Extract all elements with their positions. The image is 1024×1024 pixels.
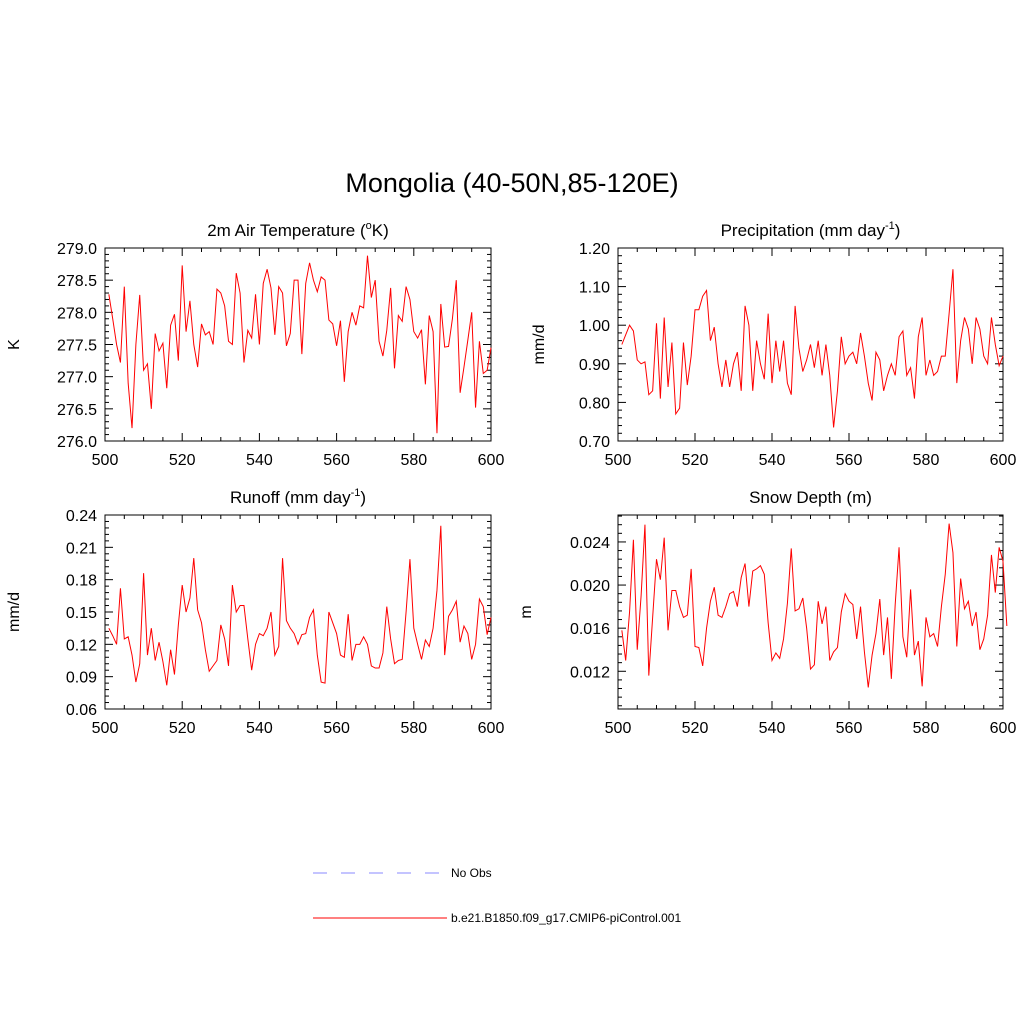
chart-title: Precipitation (mm day-1) [721, 220, 901, 240]
y-tick-label: 1.00 [579, 318, 610, 335]
y-tick-label: 276.5 [57, 402, 97, 419]
x-tick-label: 600 [990, 720, 1017, 737]
y-tick-label: 0.70 [579, 434, 610, 451]
x-tick-label: 580 [400, 452, 427, 469]
legend-model-label: b.e21.B1850.f09_g17.CMIP6-piControl.001 [451, 911, 681, 925]
x-tick-label: 580 [400, 720, 427, 737]
x-tick-label: 560 [323, 720, 350, 737]
series-line [621, 523, 1008, 688]
y-tick-label: 0.18 [66, 573, 97, 590]
y-tick-label: 0.09 [66, 670, 97, 687]
x-tick-label: 540 [759, 720, 786, 737]
chart-panel-0: 500 520 540 560 580 600 276.0 276.5 277.0 277.5 27… [6, 220, 504, 469]
x-tick-label: 520 [682, 452, 709, 469]
y-tick-label: 0.06 [66, 702, 97, 719]
y-tick-label: 0.21 [66, 540, 97, 557]
y-tick-label: 0.020 [570, 578, 610, 595]
title-text-end: ) [360, 488, 366, 507]
x-tick-label: 560 [836, 720, 863, 737]
y-tick-label: 0.90 [579, 357, 610, 374]
y-tick-label: 0.15 [66, 605, 97, 622]
title-superscript: o [366, 220, 372, 232]
y-tick-label: 0.24 [66, 508, 97, 525]
title-superscript: -1 [885, 220, 895, 232]
y-tick-label: 1.10 [579, 280, 610, 297]
y-tick-label: 276.0 [57, 434, 97, 451]
series-line [108, 255, 492, 434]
title-text: 2m Air Temperature ( [207, 221, 366, 240]
title-superscript: -1 [351, 487, 361, 499]
main-title: Mongolia (40-50N,85-120E) [345, 168, 679, 198]
x-tick-label: 580 [913, 720, 940, 737]
y-tick-label: 278.5 [57, 273, 97, 290]
x-tick-label: 500 [92, 720, 119, 737]
chart-title: Snow Depth (m) [749, 488, 872, 507]
y-axis-label: K [6, 339, 23, 350]
y-tick-label: 279.0 [57, 241, 97, 258]
x-tick-label: 560 [836, 452, 863, 469]
x-tick-label: 520 [682, 720, 709, 737]
x-tick-label: 600 [478, 720, 505, 737]
x-tick-label: 520 [169, 452, 196, 469]
x-tick-label: 500 [605, 452, 632, 469]
x-tick-label: 540 [759, 452, 786, 469]
y-tick-label: 277.0 [57, 370, 97, 387]
series-line [621, 269, 1004, 428]
y-tick-label: 278.0 [57, 305, 97, 322]
title-text: Precipitation (mm day [721, 221, 886, 240]
x-tick-label: 600 [478, 452, 505, 469]
y-axis-label: mm/d [531, 325, 548, 365]
chart-panel-3: 500 520 540 560 580 600 0.012 0.016 0.020 0.024 m S… [518, 488, 1016, 737]
y-tick-label: 0.80 [579, 395, 610, 412]
y-tick-label: 0.012 [570, 664, 610, 681]
title-text: Snow Depth (m) [749, 488, 872, 507]
x-tick-label: 500 [92, 452, 119, 469]
title-text-end: ) [895, 221, 901, 240]
x-tick-label: 540 [246, 452, 273, 469]
y-tick-label: 277.5 [57, 338, 97, 355]
y-tick-label: 0.024 [570, 535, 610, 552]
chart-panel-2: 500 520 540 560 580 600 0.06 0.09 0.12 0.15 0.18 0.… [6, 487, 504, 737]
x-tick-label: 580 [913, 452, 940, 469]
x-tick-label: 500 [605, 720, 632, 737]
y-axis-label: mm/d [6, 592, 23, 632]
x-tick-label: 540 [246, 720, 273, 737]
x-tick-label: 520 [169, 720, 196, 737]
series-line [108, 525, 492, 686]
y-tick-label: 0.016 [570, 621, 610, 638]
x-tick-label: 560 [323, 452, 350, 469]
y-tick-label: 1.20 [579, 241, 610, 258]
y-axis-label: m [518, 605, 535, 618]
title-text: Runoff (mm day [230, 488, 351, 507]
chart-title: Runoff (mm day-1) [230, 487, 366, 507]
chart-title: 2m Air Temperature (oK) [207, 220, 389, 240]
title-text-end: K) [372, 221, 389, 240]
legend-obs-label: No Obs [451, 866, 492, 880]
y-tick-label: 0.12 [66, 637, 97, 654]
chart-panel-1: 500 520 540 560 580 600 0.70 0.80 0.90 1.00 1.10 1.… [531, 220, 1016, 469]
x-tick-label: 600 [990, 452, 1017, 469]
